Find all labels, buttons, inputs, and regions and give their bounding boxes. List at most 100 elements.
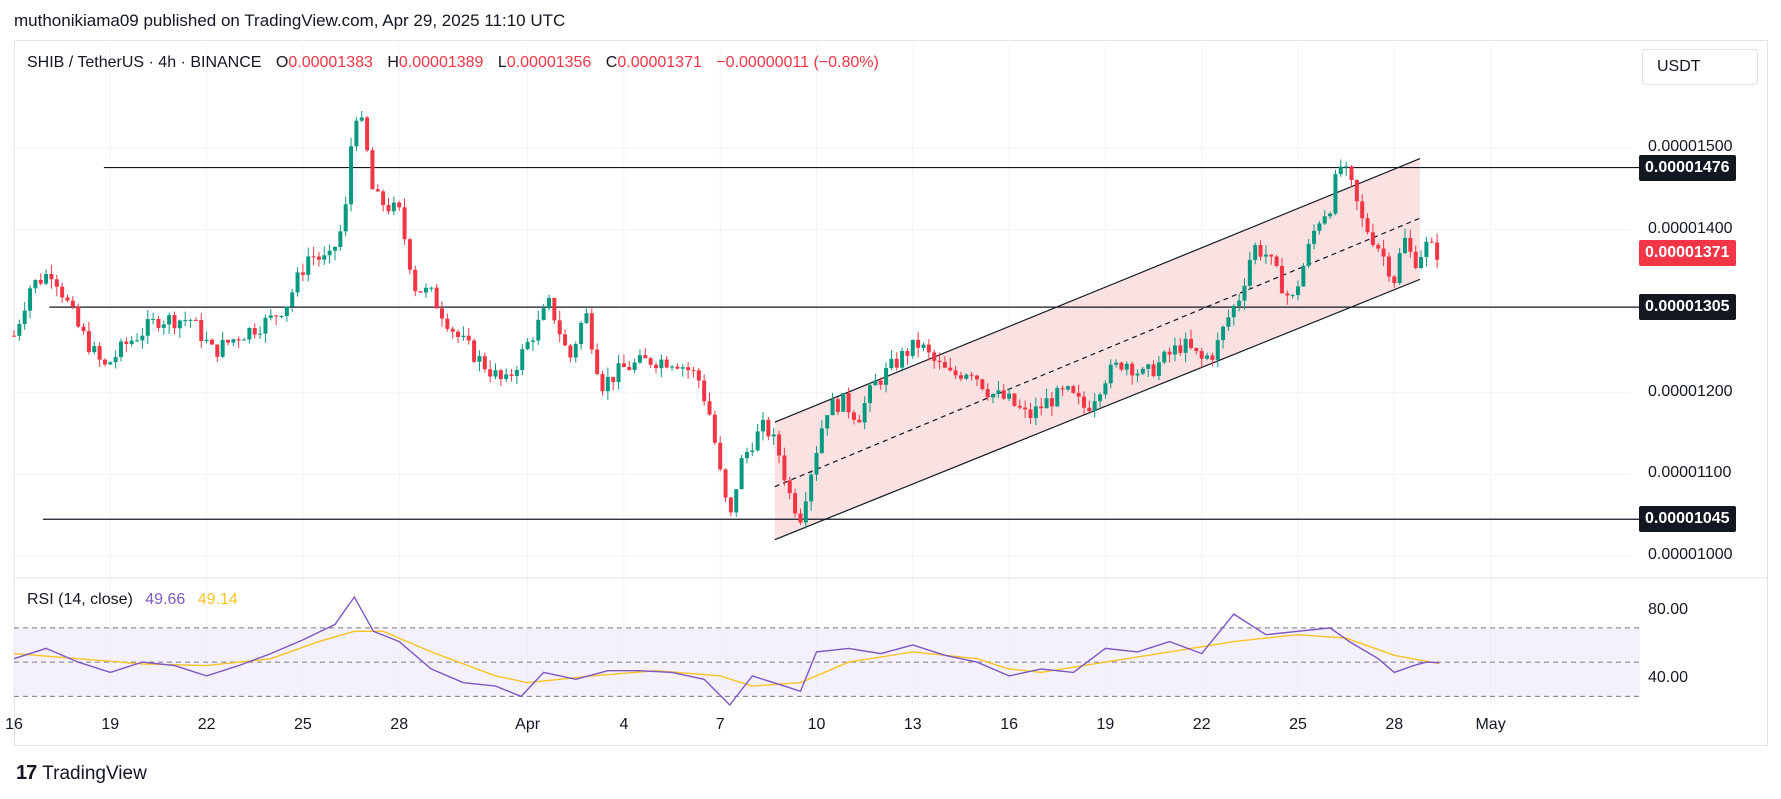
high-value: 0.00001389 [398, 54, 484, 71]
candle-body [76, 306, 81, 327]
candle-body [953, 370, 958, 376]
candle-body [894, 358, 899, 368]
channel-upper-line [774, 158, 1421, 423]
candle-body [183, 320, 188, 322]
candle-body [1408, 237, 1413, 252]
candle-body [1183, 338, 1188, 353]
close-value: 0.00001371 [617, 54, 702, 71]
level-price-tag: 0.00001305 [1639, 294, 1736, 321]
candle-body [65, 297, 70, 301]
candle-body [1397, 253, 1402, 284]
candle-body [236, 339, 241, 341]
candle-body [1151, 364, 1156, 377]
rsi-label[interactable]: RSI (14, close) [27, 591, 133, 608]
candle-body [1360, 201, 1365, 219]
candle-body [632, 362, 637, 371]
candle-body [327, 250, 332, 256]
candle-body [1103, 383, 1108, 395]
candle-body [38, 280, 43, 284]
candle-body [440, 308, 444, 319]
ohlc-legend: SHIB / TetherUS · 4h · BINANCE O0.000013… [27, 54, 879, 72]
candle-body [359, 117, 364, 121]
time-tick-label: May [1475, 716, 1506, 733]
candle-body [161, 324, 166, 328]
candle-body [520, 349, 525, 371]
candle-body [108, 362, 113, 365]
time-tick-label: 10 [807, 716, 826, 733]
candle-body [1370, 232, 1375, 245]
candle-body [1194, 347, 1199, 352]
candle-body [365, 117, 370, 151]
rsi-ma-value: 49.14 [197, 591, 238, 608]
time-tick-label: 25 [293, 716, 312, 733]
candle-body [659, 359, 664, 369]
tradingview-brand[interactable]: 17 TradingView [16, 762, 147, 785]
candle-body [530, 340, 535, 342]
candle-body [884, 368, 889, 385]
candle-body [734, 489, 739, 513]
candle-body [402, 207, 407, 240]
candle-body [466, 335, 471, 341]
candle-body [1376, 244, 1381, 249]
candle-body [547, 298, 551, 309]
candle-body [1023, 407, 1028, 410]
candle-body [92, 346, 97, 353]
candle-body [22, 310, 27, 324]
candle-body [846, 393, 851, 413]
symbol-label[interactable]: SHIB / TetherUS · 4h · BINANCE [27, 54, 262, 71]
candle-body [841, 393, 846, 412]
time-tick-label: 16 [1000, 716, 1018, 733]
candle-body [985, 389, 990, 398]
candle-body [932, 352, 937, 361]
candle-body [1328, 213, 1333, 217]
rsi-value: 49.66 [145, 591, 186, 608]
high-key: H [387, 54, 399, 71]
candle-body [777, 434, 782, 456]
low-key: L [497, 54, 507, 71]
candle-body [397, 202, 402, 208]
candle-body [942, 362, 947, 368]
candle-body [996, 390, 1001, 394]
candle-body [1392, 276, 1397, 284]
candle-body [375, 189, 380, 192]
candle-body [172, 315, 177, 329]
candle-body [413, 269, 418, 292]
candle-body [664, 359, 669, 368]
candle-body [857, 419, 862, 423]
candle-body [921, 344, 926, 348]
candle-body [643, 355, 648, 359]
candle-body [851, 412, 856, 420]
time-tick-label: 19 [101, 716, 120, 733]
candle-body [1189, 338, 1193, 348]
candle-body [429, 287, 434, 289]
candle-body [1178, 345, 1183, 353]
candle-body [1172, 345, 1177, 355]
candle-body [1301, 265, 1306, 287]
candle-body [504, 374, 509, 380]
candle-body [1242, 285, 1247, 301]
candle-body [456, 331, 461, 337]
candle-body [509, 374, 514, 376]
price-tick-label: 0.00001000 [1648, 546, 1733, 563]
candle-body [124, 341, 129, 344]
candle-body [1274, 256, 1279, 266]
candle-body [1108, 364, 1113, 384]
candle-body [156, 318, 161, 328]
time-tick-label: 16 [5, 716, 23, 733]
price-tick-label: 0.00001500 [1648, 138, 1733, 155]
candle-body [991, 393, 996, 398]
candle-body [1044, 398, 1049, 409]
candle-body [605, 376, 610, 392]
candle-body [418, 291, 423, 293]
currency-button[interactable]: USDT [1642, 49, 1758, 85]
candle-body [595, 349, 600, 374]
candle-body [782, 455, 787, 481]
candle-body [1263, 254, 1268, 257]
candle-body [1349, 166, 1354, 180]
candle-body [306, 256, 311, 275]
candle-body [835, 399, 840, 412]
candle-body [670, 366, 675, 368]
candle-body [975, 375, 979, 380]
candle-body [1312, 230, 1317, 244]
